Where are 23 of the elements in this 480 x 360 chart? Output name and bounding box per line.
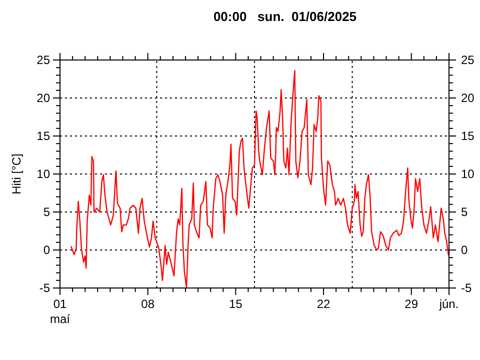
y-tick-label: 20 — [36, 91, 50, 105]
x-tick-label: 29 — [404, 297, 418, 311]
y-tick-label: 25 — [36, 53, 50, 67]
y-tick-label: -5 — [39, 281, 50, 295]
x-tick-label: jún. — [438, 297, 459, 311]
x-tick-label: 01 maí — [50, 297, 71, 326]
y-tick-label: 0 — [43, 243, 50, 257]
y-tick-label: 15 — [36, 129, 50, 143]
y-tick-label: 10 — [36, 167, 50, 181]
y-tick-label: 5 — [43, 205, 50, 219]
y2-tick-label: 20 — [461, 91, 475, 105]
x-tick-label: 08 — [141, 297, 155, 311]
y2-tick-label: 10 — [461, 167, 475, 181]
y2-tick-label: 0 — [461, 243, 468, 257]
y2-tick-label: 5 — [461, 205, 468, 219]
y2-tick-label: 15 — [461, 129, 475, 143]
chart-title: 00:00 sun. 01/06/2025 — [212, 9, 358, 24]
y2-tick-label: -5 — [461, 281, 472, 295]
y2-tick-label: 25 — [461, 53, 475, 67]
x-tick-label: 22 — [316, 297, 331, 311]
line-series — [70, 70, 449, 288]
y-axis-title: Hiti [°C] — [9, 154, 24, 194]
x-tick-label: 15 — [229, 297, 243, 311]
